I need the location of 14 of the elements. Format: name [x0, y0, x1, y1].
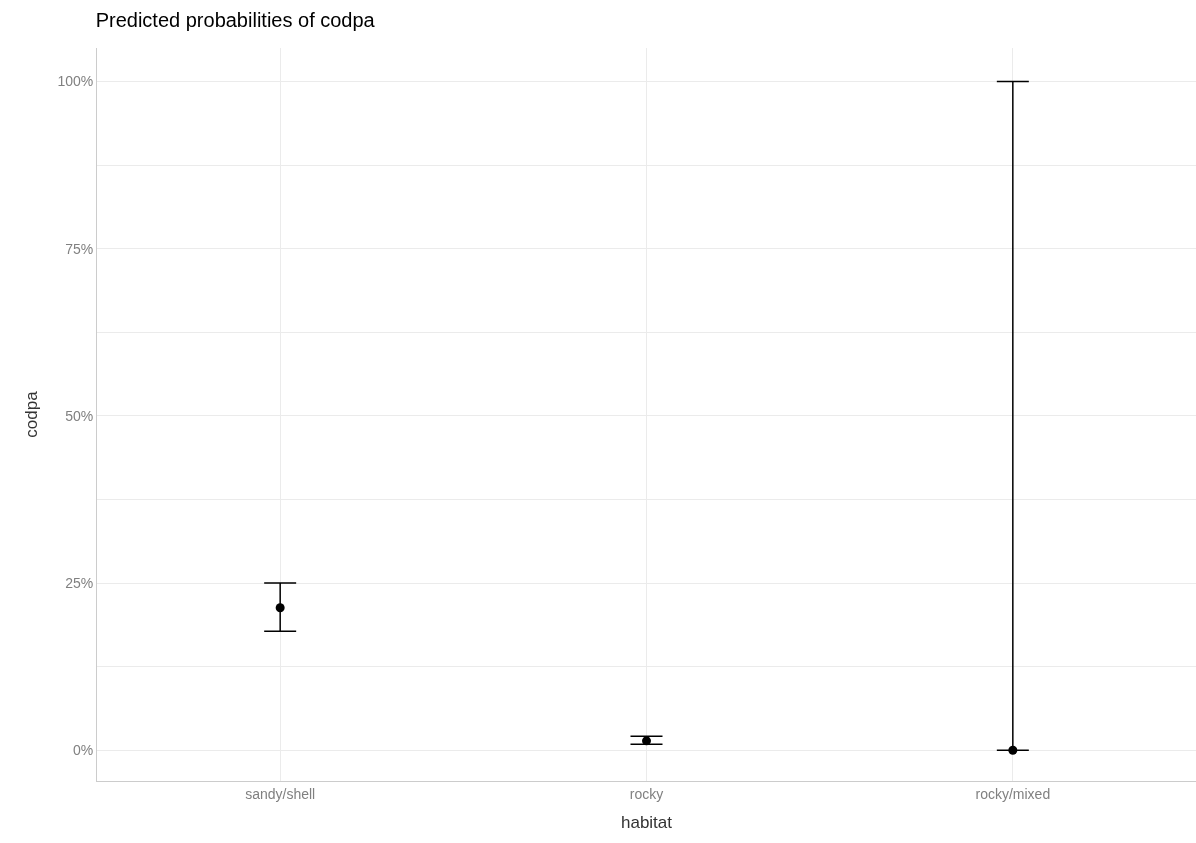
y-tick-label: 50%	[65, 407, 94, 424]
y-tick-label: 25%	[65, 574, 94, 591]
x-tick-label: rocky	[629, 785, 664, 802]
x-tick-label: rocky/mixed	[975, 785, 1051, 802]
y-tick-label: 75%	[65, 240, 94, 257]
point	[275, 603, 285, 613]
y-axis-title: codpa	[21, 390, 41, 438]
x-tick-label: sandy/shell	[245, 785, 316, 802]
point	[642, 736, 651, 746]
y-tick-label: 100%	[57, 73, 94, 90]
chart-title: Predicted probabilities of codpa	[95, 8, 376, 31]
y-tick-label: 0%	[72, 742, 94, 759]
point	[1008, 745, 1018, 755]
x-axis-title: habitat	[620, 813, 673, 833]
